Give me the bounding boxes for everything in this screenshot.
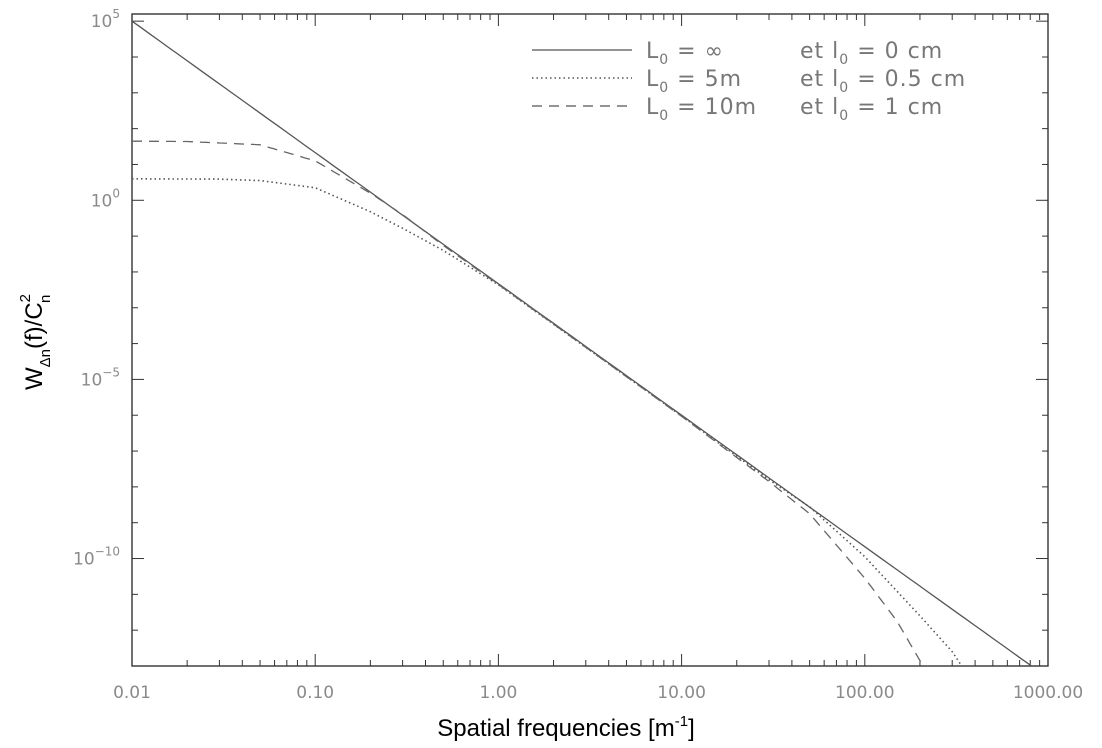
y-tick-label: 10−5 xyxy=(81,365,120,390)
plot-frame xyxy=(131,13,1049,667)
tick-labels: 0.01 0.10 1.00 10.00 100.00 1000.00 100 10−5 10−… xyxy=(73,7,1083,703)
x-tick-label: 1000.00 xyxy=(1013,683,1083,703)
y-axis-title: WΔn(f)/C2 n xyxy=(17,294,54,390)
y-tick-label: 10−10 xyxy=(73,545,120,570)
axis-ticks xyxy=(131,14,1048,667)
x-axis-title: Spatial frequencies [m-1] xyxy=(437,713,694,742)
legend-label: L0 = ∞ xyxy=(646,39,724,68)
legend-label-l0: et l0 = 0 cm xyxy=(800,39,943,68)
series-line-dotted xyxy=(132,178,963,666)
legend: L0 = ∞ et l0 = 0 cm L0 = 5m et l0 = 0.5 cm L… xyxy=(532,39,966,124)
series-layer xyxy=(132,20,1033,666)
x-tick-label: 10.00 xyxy=(657,683,706,703)
legend-label-l0: et l0 = 1 cm xyxy=(800,95,943,124)
x-tick-label: 100.00 xyxy=(835,683,894,703)
x-tick-label: 0.01 xyxy=(113,683,151,703)
legend-label-l0: et l0 = 0.5 cm xyxy=(800,67,966,96)
legend-label: L0 = 5m xyxy=(646,67,742,96)
y-tick-label: 105 xyxy=(91,7,120,32)
y-tick-label: 100 xyxy=(91,186,120,211)
x-tick-label: 1.00 xyxy=(479,683,517,703)
series-line-solid xyxy=(132,20,1033,666)
series-line-dashed xyxy=(132,140,924,666)
x-tick-label: 0.10 xyxy=(296,683,334,703)
legend-label: L0 = 10m xyxy=(646,95,757,124)
